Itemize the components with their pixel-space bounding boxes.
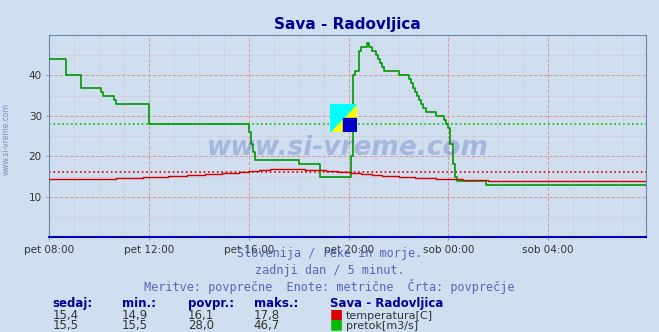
Text: maks.:: maks.: — [254, 297, 298, 310]
Text: sedaj:: sedaj: — [53, 297, 93, 310]
Text: www.si-vreme.com: www.si-vreme.com — [2, 104, 11, 175]
Text: ■: ■ — [330, 308, 343, 322]
Text: povpr.:: povpr.: — [188, 297, 234, 310]
Polygon shape — [343, 118, 357, 132]
Text: temperatura[C]: temperatura[C] — [346, 311, 433, 321]
Text: Slovenija / reke in morje.: Slovenija / reke in morje. — [237, 247, 422, 260]
Text: Sava - Radovljica: Sava - Radovljica — [330, 297, 443, 310]
Text: 46,7: 46,7 — [254, 319, 280, 332]
Title: Sava - Radovljica: Sava - Radovljica — [274, 17, 421, 32]
Polygon shape — [330, 104, 357, 132]
Text: 16,1: 16,1 — [188, 309, 214, 322]
Polygon shape — [330, 104, 357, 132]
Text: zadnji dan / 5 minut.: zadnji dan / 5 minut. — [254, 264, 405, 277]
Text: 28,0: 28,0 — [188, 319, 214, 332]
Text: 17,8: 17,8 — [254, 309, 280, 322]
Text: www.si-vreme.com: www.si-vreme.com — [207, 135, 488, 161]
Text: 14,9: 14,9 — [122, 309, 148, 322]
Text: 15,5: 15,5 — [53, 319, 78, 332]
Text: Meritve: povprečne  Enote: metrične  Črta: povprečje: Meritve: povprečne Enote: metrične Črta:… — [144, 279, 515, 293]
Text: 15,4: 15,4 — [53, 309, 79, 322]
Text: ■: ■ — [330, 318, 343, 332]
Text: min.:: min.: — [122, 297, 156, 310]
Text: pretok[m3/s]: pretok[m3/s] — [346, 321, 418, 331]
Text: 15,5: 15,5 — [122, 319, 148, 332]
